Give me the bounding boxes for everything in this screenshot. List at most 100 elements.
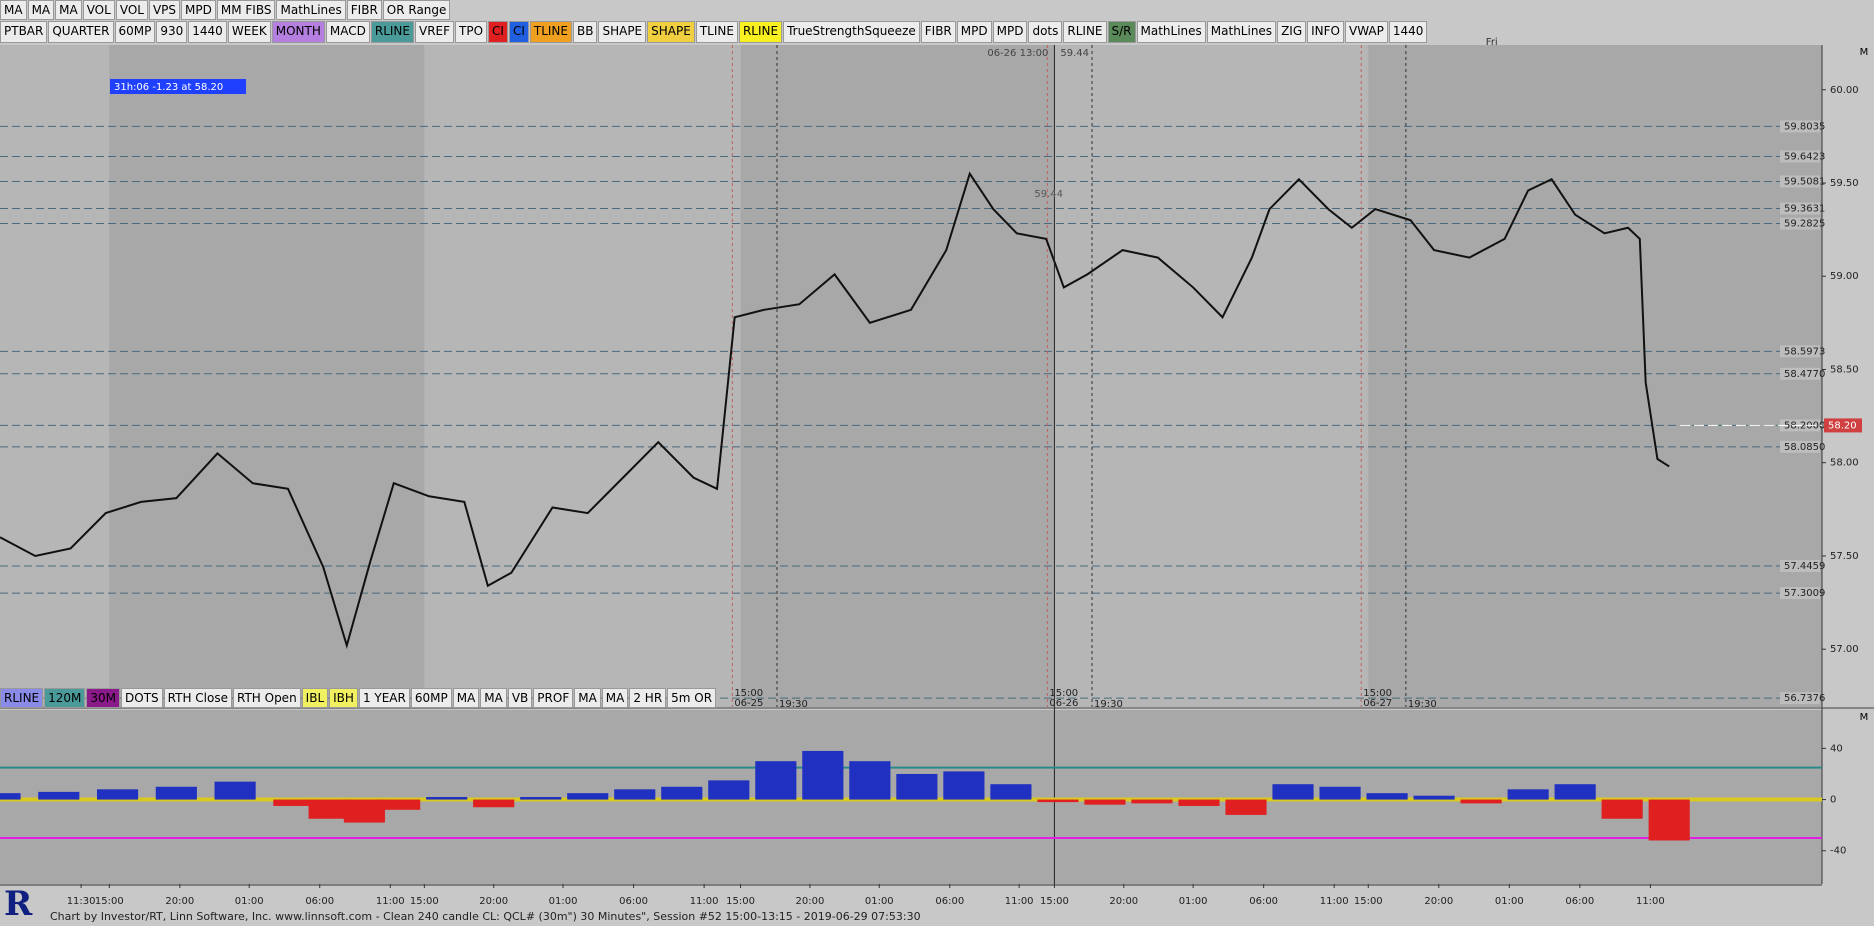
toolbar-button[interactable]: TLINE [529,21,572,43]
y-tick-label: 57.00 [1830,644,1859,655]
toolbar-button[interactable]: MM FIBS [216,0,276,20]
toolbar-button[interactable]: MathLines [276,0,346,20]
toolbar-button[interactable]: 60MP [410,688,452,708]
toolbar-button[interactable]: DOTS [121,688,163,708]
toolbar-button[interactable]: 1440 [1388,21,1428,43]
toolbar-button[interactable]: ZIG [1277,21,1307,43]
x-tick-label: 11:00 [690,896,719,907]
toolbar-button[interactable]: 1440 [188,21,227,43]
crosshair-price: 59.44 [1034,189,1063,200]
toolbar-button[interactable]: SHAPE [598,21,647,43]
toolbar-button[interactable]: MPD [956,21,992,43]
level-label: 58.2000 [1784,420,1825,431]
toolbar-button[interactable]: INFO [1307,21,1344,43]
y-tick-label: 40 [1830,743,1843,754]
toolbar-button[interactable]: TLINE [695,21,738,43]
toolbar-button[interactable]: MA [27,0,55,20]
toolbar-button[interactable]: FIBR [346,0,382,20]
toolbar-button[interactable]: RLINE [1063,21,1107,43]
toolbar-button[interactable]: 930 [156,21,188,43]
toolbar-button[interactable]: MONTH [271,21,325,43]
toolbar-button[interactable]: 1 YEAR [358,688,410,708]
toolbar-button[interactable]: S/R [1107,21,1136,43]
x-tick-label: 01:00 [235,896,264,907]
toolbar-button[interactable]: VREF [414,21,455,43]
toolbar-button[interactable]: CI [488,21,508,43]
toolbar-button[interactable]: MA [0,0,27,20]
toolbar-button[interactable]: TPO [455,21,488,43]
session-label: 15:00 [734,688,763,699]
x-tick-label: 11:00 [1636,896,1665,907]
x-tick-label: 06:00 [935,896,964,907]
toolbar-button[interactable]: RLINE [0,688,44,708]
histogram-bar [0,793,21,800]
session-label: 19:30 [1408,699,1437,710]
level-label: 58.5973 [1784,346,1825,357]
level-label: 59.5081 [1784,176,1825,187]
toolbar-button[interactable]: FIBR [920,21,956,43]
toolbar-button[interactable]: VPS [148,0,181,20]
histogram-bar [155,786,197,800]
histogram-bar [520,797,562,800]
toolbar-button[interactable]: 60MP [114,21,156,43]
toolbar-button[interactable]: 30M [86,688,121,708]
histogram-bar [1131,799,1173,804]
x-tick-label: 20:00 [1109,896,1138,907]
toolbar-button[interactable]: dots [1028,21,1063,43]
toolbar-button[interactable]: MA [601,688,629,708]
toolbar-button[interactable]: QUARTER [48,21,114,43]
session-band [424,45,741,707]
histogram-bar [567,793,609,800]
toolbar-button[interactable]: RTH Close [163,688,232,708]
toolbar-button[interactable]: MA [574,688,601,708]
toolbar-button[interactable]: IBL [301,688,329,708]
toolbar-button[interactable]: 120M [44,688,86,708]
toolbar-button[interactable]: CI [508,21,529,43]
histogram-bar [1601,799,1643,819]
toolbar-button[interactable]: RLINE [738,21,783,43]
toolbar-button[interactable]: MACD [325,21,370,43]
y-tick-label: 59.50 [1830,178,1859,189]
toolbar-button[interactable]: SHAPE [647,21,695,43]
toolbar-button[interactable]: BB [573,21,598,43]
y-tick-label: -40 [1830,846,1846,857]
current-price-box [1824,418,1862,433]
x-tick-label: 06:00 [305,896,334,907]
toolbar-button[interactable]: MPD [992,21,1028,43]
histogram-bar [708,780,750,800]
logo: R [4,884,33,924]
toolbar-button[interactable]: 2 HR [629,688,667,708]
toolbar-button[interactable]: VB [507,688,533,708]
toolbar-button[interactable]: PROF [533,688,574,708]
toolbar-button[interactable]: MA [480,688,507,708]
toolbar-button[interactable]: IBH [329,688,358,708]
toolbar-button[interactable]: MPD [181,0,216,20]
toolbar-button[interactable]: VWAP [1345,21,1388,43]
histogram-bar [849,761,891,800]
toolbar-button[interactable]: VOL [82,0,115,20]
x-tick-label: 11:00 [376,896,405,907]
histogram-bar [343,799,385,823]
x-tick-label: 15:00 [95,896,124,907]
toolbar-button[interactable]: MathLines [1136,21,1206,43]
toolbar-button[interactable]: TrueStrengthSqueeze [783,21,920,43]
toolbar-button[interactable]: WEEK [227,21,271,43]
toolbar-button[interactable]: 5m OR [667,688,717,708]
session-date: 06-26 [1049,698,1078,709]
x-tick-label: 06:00 [1249,896,1278,907]
session-band [0,45,110,707]
x-tick-label: 01:00 [549,896,578,907]
toolbar-button[interactable]: PTBAR [0,21,48,43]
level-label: 59.6423 [1784,151,1825,162]
toolbar-button[interactable]: MA [452,688,480,708]
x-tick-label: 06:00 [619,896,648,907]
toolbar-button[interactable]: MA [55,0,82,20]
toolbar-button[interactable]: OR Range [382,0,451,20]
toolbar-button[interactable]: MathLines [1206,21,1277,43]
price-axis [1822,45,1874,884]
toolbar-button[interactable]: VOL [115,0,148,20]
toolbar-button[interactable]: RTH Open [232,688,301,708]
histogram-bar [1460,799,1502,804]
toolbar-button[interactable]: RLINE [370,21,414,43]
